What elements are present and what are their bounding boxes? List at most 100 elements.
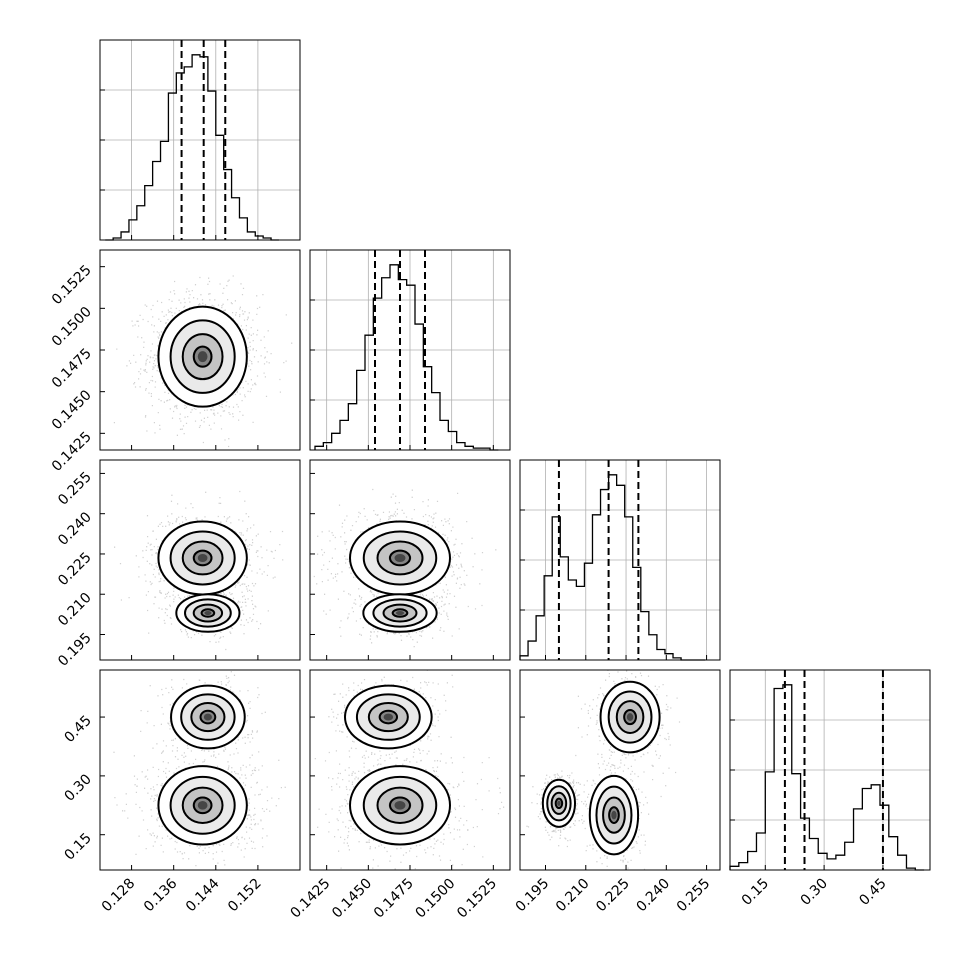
contour-line bbox=[199, 709, 217, 725]
contour-line bbox=[192, 345, 213, 368]
contour-line bbox=[607, 690, 653, 744]
x-tick-label: 0.128 bbox=[99, 876, 139, 916]
contour-line bbox=[550, 791, 568, 815]
density-content bbox=[313, 488, 497, 648]
contour-line bbox=[355, 693, 421, 741]
contour-line bbox=[362, 593, 438, 633]
contour-line bbox=[623, 709, 637, 726]
contour-line bbox=[376, 786, 424, 824]
y-tick-label: 0.45 bbox=[61, 713, 94, 746]
panel-frame bbox=[519, 459, 721, 661]
density-level bbox=[395, 610, 405, 616]
x-tick-label: 0.240 bbox=[633, 876, 673, 916]
histogram-step bbox=[729, 684, 925, 871]
contour-line bbox=[169, 530, 236, 586]
density-content bbox=[114, 490, 284, 651]
contour-line bbox=[588, 774, 640, 856]
contour-line bbox=[181, 540, 224, 576]
density-panel-r3-c0 bbox=[99, 669, 301, 871]
contour-line bbox=[608, 806, 620, 824]
contour-line bbox=[169, 319, 236, 394]
x-tick-label: 0.1500 bbox=[413, 876, 459, 922]
contour-line bbox=[376, 540, 424, 576]
histogram-panel-1 bbox=[99, 39, 301, 241]
contour-line bbox=[372, 598, 428, 628]
density-level bbox=[383, 713, 394, 721]
density-panel-r1-c0 bbox=[99, 249, 301, 451]
histogram-step bbox=[105, 54, 279, 241]
contour-line bbox=[181, 333, 224, 381]
panel-frame bbox=[99, 249, 301, 451]
density-level bbox=[611, 810, 617, 820]
contour-line bbox=[554, 797, 564, 810]
density-level bbox=[204, 610, 212, 616]
density-content bbox=[526, 670, 681, 870]
contour-line bbox=[180, 693, 236, 741]
y-tick-label: 0.1475 bbox=[49, 346, 95, 392]
contour-line bbox=[184, 598, 232, 628]
x-tick-label: 0.15 bbox=[739, 876, 772, 909]
x-tick-label: 0.1450 bbox=[329, 876, 375, 922]
panel-frame bbox=[519, 669, 721, 871]
panel-frame bbox=[729, 669, 931, 871]
contour-line bbox=[169, 775, 236, 835]
x-tick-label: 0.30 bbox=[798, 876, 831, 909]
density-level bbox=[626, 713, 634, 721]
density-content bbox=[113, 671, 286, 867]
y-tick-label: 0.1450 bbox=[49, 387, 95, 433]
y-tick-label: 0.1500 bbox=[49, 304, 95, 350]
contour-line bbox=[175, 593, 241, 633]
contour-line bbox=[344, 684, 433, 750]
density-panel-r3-c2 bbox=[519, 669, 721, 871]
density-level bbox=[203, 713, 212, 721]
y-tick-label: 0.210 bbox=[55, 590, 95, 630]
contour-line bbox=[389, 796, 411, 815]
contour-line bbox=[192, 549, 213, 567]
x-tick-label: 0.152 bbox=[225, 876, 265, 916]
x-tick-label: 0.1525 bbox=[454, 876, 500, 922]
panel-frame bbox=[309, 459, 511, 661]
density-content bbox=[310, 670, 505, 870]
contour-line bbox=[389, 549, 411, 567]
histogram-panel-2 bbox=[309, 249, 511, 451]
contour-line bbox=[546, 785, 572, 822]
contour-line bbox=[157, 305, 248, 408]
x-tick-label: 0.225 bbox=[593, 876, 633, 916]
x-tick-label: 0.136 bbox=[141, 875, 181, 915]
x-tick-label: 0.210 bbox=[553, 876, 593, 916]
density-panel-r2-c0 bbox=[99, 459, 301, 661]
contour-line bbox=[378, 709, 399, 725]
contour-line bbox=[541, 778, 577, 828]
contour-line bbox=[391, 608, 409, 618]
density-content bbox=[113, 250, 293, 450]
contour-line bbox=[382, 603, 418, 623]
x-tick-label: 0.255 bbox=[674, 876, 714, 916]
panel-frame bbox=[309, 669, 511, 871]
density-level bbox=[394, 800, 406, 810]
y-tick-label: 0.30 bbox=[61, 771, 94, 804]
y-tick-label: 0.1525 bbox=[49, 262, 95, 308]
contour-line bbox=[349, 765, 451, 846]
density-level bbox=[197, 800, 208, 810]
contour-line bbox=[190, 701, 226, 733]
density-level bbox=[197, 553, 208, 563]
y-tick-label: 0.195 bbox=[55, 630, 95, 670]
x-tick-label: 0.1425 bbox=[288, 876, 334, 922]
y-tick-label: 0.225 bbox=[55, 549, 95, 589]
density-level bbox=[394, 553, 406, 563]
contour-line bbox=[599, 680, 661, 754]
x-tick-label: 0.1475 bbox=[371, 876, 417, 922]
contour-line bbox=[170, 684, 246, 750]
contour-line bbox=[192, 796, 213, 815]
contour-line bbox=[181, 786, 224, 824]
y-tick-label: 0.240 bbox=[55, 509, 95, 549]
contour-line bbox=[362, 775, 438, 835]
histogram-panel-3 bbox=[519, 459, 721, 661]
contour-line bbox=[157, 765, 248, 846]
histogram-panel-4 bbox=[729, 669, 931, 871]
contour-line bbox=[602, 796, 626, 834]
contour-line bbox=[615, 700, 645, 734]
y-tick-label: 0.1425 bbox=[49, 429, 95, 475]
y-tick-label: 0.15 bbox=[61, 830, 94, 863]
